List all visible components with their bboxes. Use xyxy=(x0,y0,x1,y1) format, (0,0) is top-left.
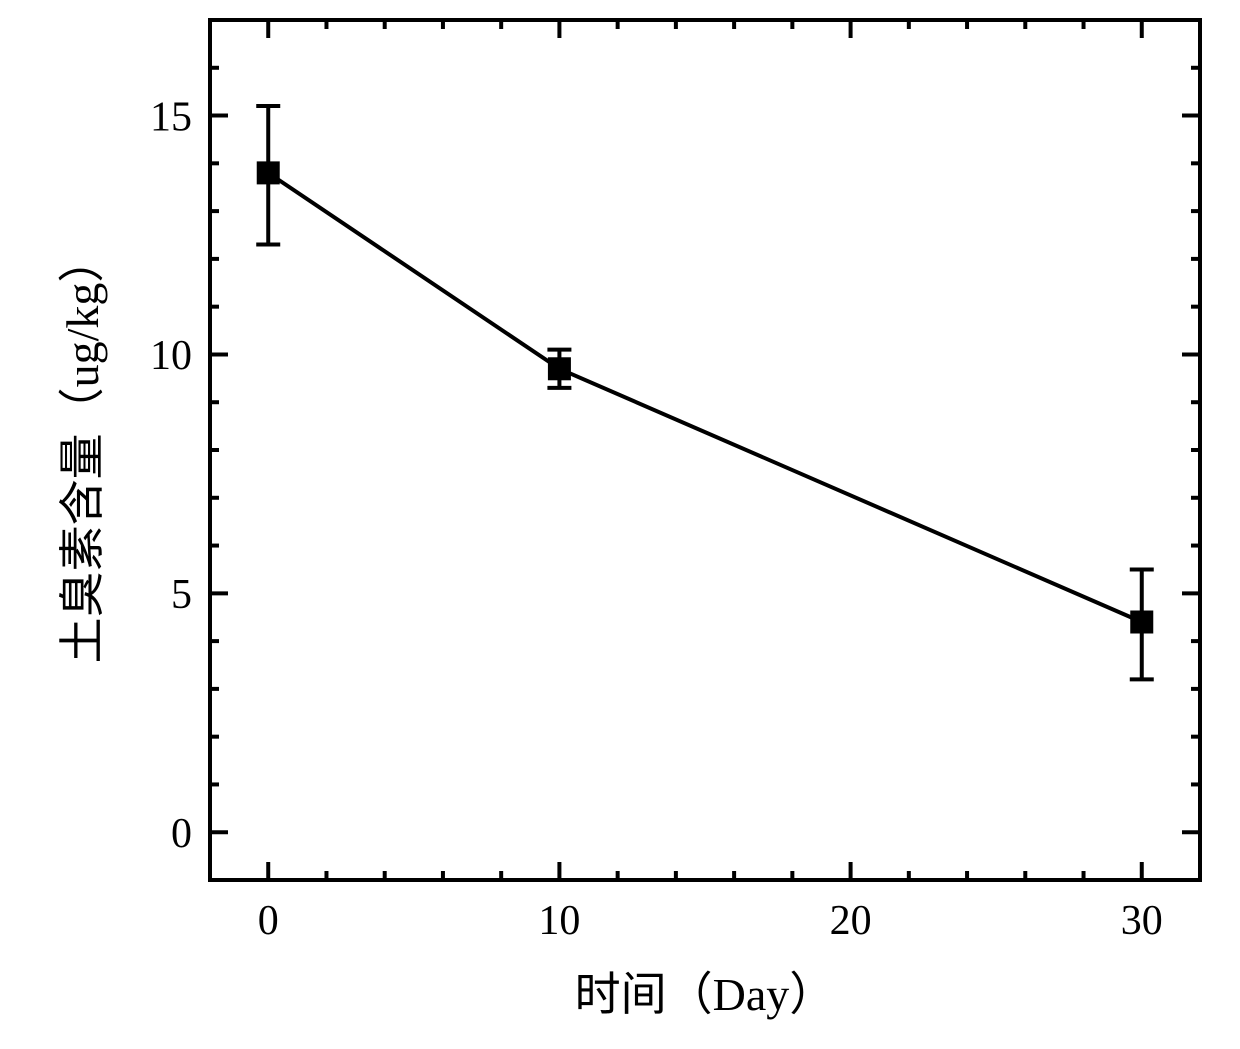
y-tick-label: 0 xyxy=(171,811,192,857)
x-tick-label: 10 xyxy=(538,898,580,944)
data-marker xyxy=(548,358,570,380)
y-axis-label: 土臭素含量（ug/kg） xyxy=(57,237,108,664)
data-marker xyxy=(257,162,279,184)
y-tick-label: 10 xyxy=(150,333,192,379)
data-marker xyxy=(1131,611,1153,633)
x-tick-label: 30 xyxy=(1121,898,1163,944)
y-tick-label: 5 xyxy=(171,572,192,618)
x-tick-label: 0 xyxy=(258,898,279,944)
y-tick-label: 15 xyxy=(150,94,192,140)
x-axis-label: 时间（Day） xyxy=(575,969,836,1020)
x-tick-label: 20 xyxy=(830,898,872,944)
chart-svg: 0 10 20 30 0 5 10 15 时间（Day） 土臭素含量（ug/kg） xyxy=(0,0,1240,1049)
